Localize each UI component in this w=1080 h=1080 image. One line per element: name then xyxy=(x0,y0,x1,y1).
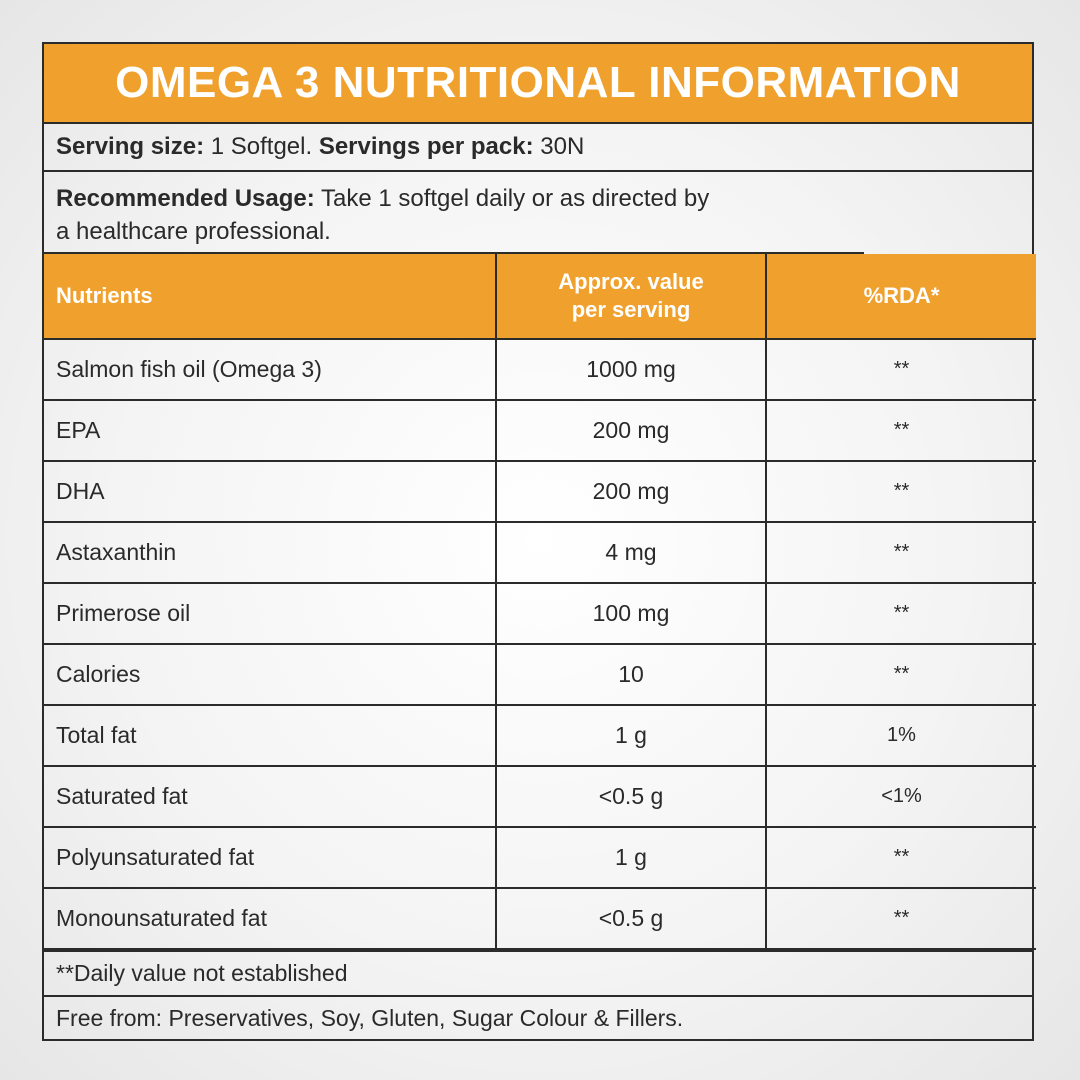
table-row: Monounsaturated fat <0.5 g ** xyxy=(44,887,1036,950)
header-nutrients: Nutrients xyxy=(44,254,497,340)
nutrient-name: Polyunsaturated fat xyxy=(44,826,497,889)
nutrient-rda: ** xyxy=(765,643,1036,706)
header-value-line1: Approx. value xyxy=(558,269,704,294)
nutrient-name: Total fat xyxy=(44,704,497,767)
header-rda: %RDA* xyxy=(765,254,1036,340)
nutrient-rda: ** xyxy=(765,338,1036,401)
nutrient-value: 1 g xyxy=(495,704,767,767)
nutrient-value: 200 mg xyxy=(495,399,767,462)
nutrient-rda: ** xyxy=(765,582,1036,645)
table-row: Astaxanthin 4 mg ** xyxy=(44,521,1036,584)
nutrient-value: 1 g xyxy=(495,826,767,889)
nutrient-rda: ** xyxy=(765,826,1036,889)
nutrient-value: 4 mg xyxy=(495,521,767,584)
table-row: Polyunsaturated fat 1 g ** xyxy=(44,826,1036,889)
table-row: Primerose oil 100 mg ** xyxy=(44,582,1036,645)
recommended-usage: Recommended Usage: Take 1 softgel daily … xyxy=(44,172,864,254)
nutrient-name: Primerose oil xyxy=(44,582,497,645)
nutrient-name: Saturated fat xyxy=(44,765,497,828)
nutrient-name: Astaxanthin xyxy=(44,521,497,584)
nutrient-value: 10 xyxy=(495,643,767,706)
nutrition-panel: OMEGA 3 NUTRITIONAL INFORMATION Serving … xyxy=(42,42,1036,1041)
title-bar: OMEGA 3 NUTRITIONAL INFORMATION xyxy=(44,44,1032,124)
usage-label: Recommended Usage: xyxy=(56,185,315,212)
serving-size-label: Serving size: xyxy=(56,133,205,160)
usage-text-line1: Take 1 softgel daily or as directed by xyxy=(320,185,710,212)
header-value-line2: per serving xyxy=(571,297,691,322)
table-header-row: Nutrients Approx. value per serving %RDA… xyxy=(44,254,1036,340)
nutrient-rda: ** xyxy=(765,399,1036,462)
nutrient-name: DHA xyxy=(44,460,497,523)
nutrient-value: 100 mg xyxy=(495,582,767,645)
nutrient-value: 1000 mg xyxy=(495,338,767,401)
nutrient-rda: <1% xyxy=(765,765,1036,828)
table-row: Saturated fat <0.5 g <1% xyxy=(44,765,1036,828)
nutrient-name: Monounsaturated fat xyxy=(44,887,497,950)
footnote: **Daily value not established xyxy=(44,950,1032,995)
nutrient-name: EPA xyxy=(44,399,497,462)
page-title: OMEGA 3 NUTRITIONAL INFORMATION xyxy=(115,58,961,107)
usage-text-line2: a healthcare professional. xyxy=(56,218,331,245)
servings-per-pack-value: 30N xyxy=(540,133,585,160)
nutrient-rda: 1% xyxy=(765,704,1036,767)
nutrient-name: Salmon fish oil (Omega 3) xyxy=(44,338,497,401)
nutrient-value: 200 mg xyxy=(495,460,767,523)
nutrient-value: <0.5 g xyxy=(495,765,767,828)
nutrient-value: <0.5 g xyxy=(495,887,767,950)
table-row: EPA 200 mg ** xyxy=(44,399,1036,462)
free-from-note: Free from: Preservatives, Soy, Gluten, S… xyxy=(44,995,1032,1039)
table-row: Total fat 1 g 1% xyxy=(44,704,1036,767)
header-approx-value: Approx. value per serving xyxy=(495,254,767,340)
nutrient-name: Calories xyxy=(44,643,497,706)
table-row: Salmon fish oil (Omega 3) 1000 mg ** xyxy=(44,338,1036,401)
servings-per-pack-label: Servings per pack: xyxy=(318,133,534,160)
nutrient-rda: ** xyxy=(765,521,1036,584)
table-row: Calories 10 ** xyxy=(44,643,1036,706)
nutrient-rda: ** xyxy=(765,460,1036,523)
nutrient-rda: ** xyxy=(765,887,1036,950)
table-row: DHA 200 mg ** xyxy=(44,460,1036,523)
serving-size-value: 1 Softgel. xyxy=(210,133,313,160)
serving-info: Serving size: 1 Softgel. Servings per pa… xyxy=(44,124,1032,172)
nutrients-table: Nutrients Approx. value per serving %RDA… xyxy=(44,254,1036,950)
